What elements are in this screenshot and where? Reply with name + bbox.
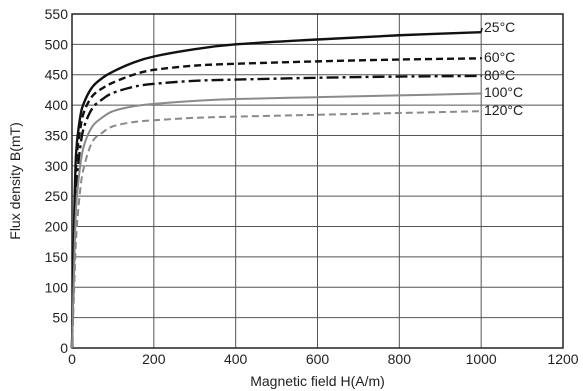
series-line-0 xyxy=(70,31,482,349)
series-line-3 xyxy=(71,92,482,349)
y-tick-label: 150 xyxy=(45,249,69,265)
x-tick-label: 1000 xyxy=(466,351,497,367)
series-line-1 xyxy=(70,57,482,349)
legend-label-0: 25°C xyxy=(484,19,515,35)
x-tick-label: 1200 xyxy=(547,351,578,367)
y-tick-label: 500 xyxy=(45,36,69,52)
x-axis-label: Magnetic field H(A/m) xyxy=(250,373,385,389)
y-tick-label: 300 xyxy=(45,158,69,174)
y-tick-label: 100 xyxy=(45,279,69,295)
x-tick-label: 600 xyxy=(306,351,330,367)
legend-label-3: 100°C xyxy=(484,84,523,100)
series-line-4 xyxy=(71,110,482,349)
y-tick-label: 0 xyxy=(60,340,68,356)
y-tick-label: 550 xyxy=(45,6,69,22)
plot-frame xyxy=(71,13,564,349)
x-axis-ticks: 0 200 400 600 800 1000 1200 xyxy=(68,351,579,367)
y-tick-label: 400 xyxy=(45,97,69,113)
y-tick-label: 200 xyxy=(45,219,69,235)
y-tick-label: 350 xyxy=(45,127,69,143)
y-tick-label: 250 xyxy=(45,188,69,204)
x-tick-label: 200 xyxy=(142,351,166,367)
series-line-2 xyxy=(70,74,482,349)
legend-label-4: 120°C xyxy=(484,102,523,118)
grid xyxy=(72,14,563,348)
legend-label-2: 80°C xyxy=(484,67,515,83)
legend-leader-0 xyxy=(480,27,483,33)
legend-label-1: 60°C xyxy=(484,49,515,65)
series-lines xyxy=(70,31,482,349)
x-tick-label: 400 xyxy=(224,351,248,367)
x-tick-label: 0 xyxy=(68,351,76,367)
legend-leader-3 xyxy=(480,92,483,95)
x-tick-label: 800 xyxy=(388,351,412,367)
y-tick-label: 450 xyxy=(45,67,69,83)
y-axis-label: Flux density B(mT) xyxy=(7,122,23,239)
y-axis-ticks: 0 50 100 150 200 250 300 350 400 450 500 550 xyxy=(45,6,69,356)
y-tick-label: 50 xyxy=(52,310,68,326)
